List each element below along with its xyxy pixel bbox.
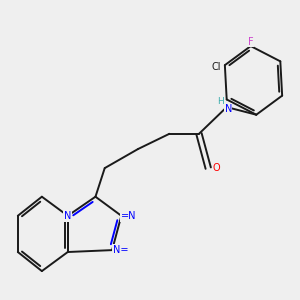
Text: N=: N= bbox=[113, 245, 128, 255]
Text: O: O bbox=[213, 163, 220, 173]
Text: F: F bbox=[248, 37, 254, 46]
Text: =N: =N bbox=[121, 211, 136, 221]
Text: H: H bbox=[217, 97, 224, 106]
Text: N: N bbox=[64, 211, 71, 221]
Text: N: N bbox=[224, 103, 232, 114]
Text: Cl: Cl bbox=[212, 62, 221, 72]
